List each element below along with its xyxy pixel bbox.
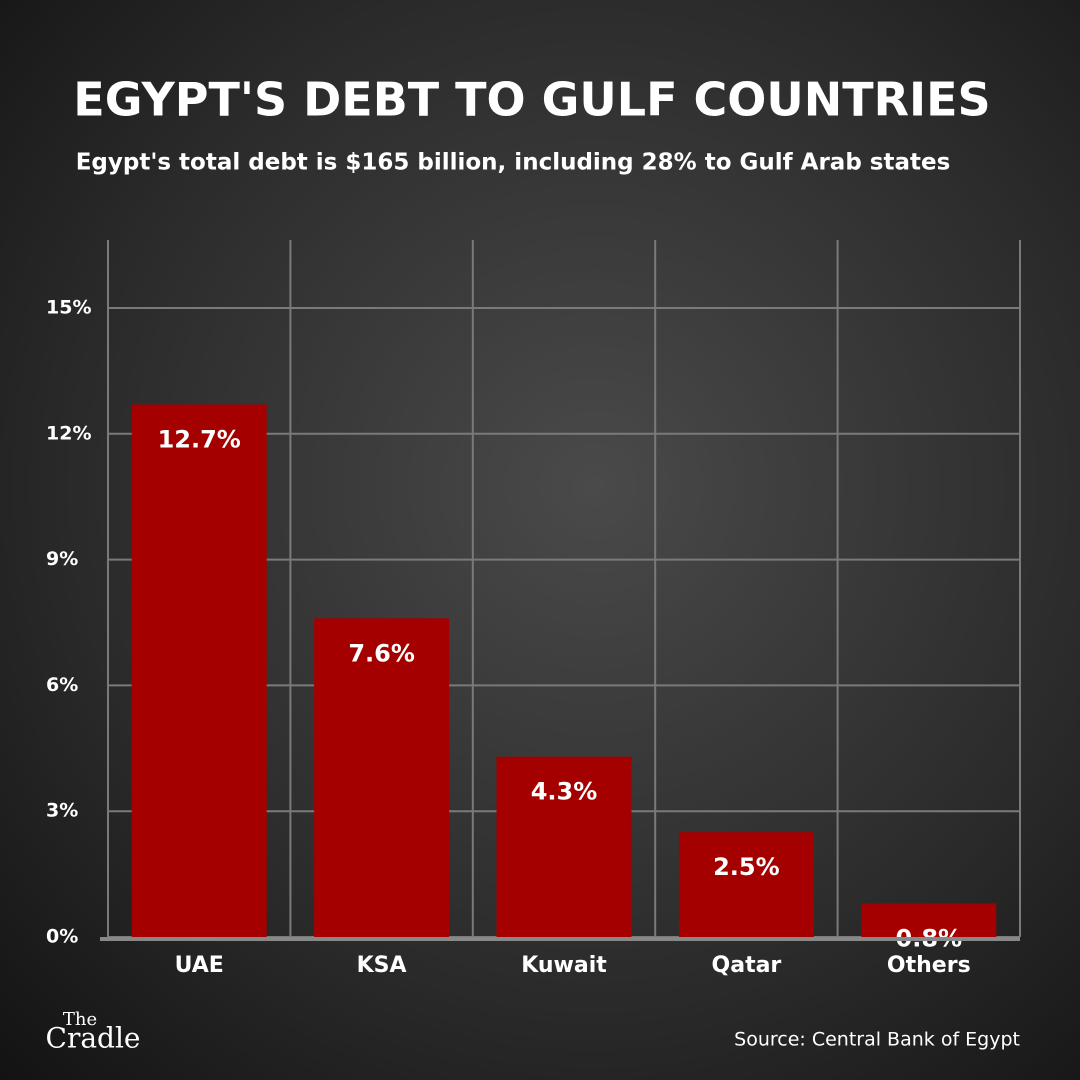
bar <box>678 832 814 937</box>
x-tick-label: KSA <box>357 953 407 978</box>
x-tick-label: Qatar <box>712 953 782 978</box>
bar <box>131 404 267 937</box>
logo-line1: The <box>63 1009 97 1030</box>
chart-subtitle: Egypt's total debt is $165 billion, incl… <box>76 150 951 176</box>
x-tick-label: Others <box>887 953 971 978</box>
value-label: 7.6% <box>348 639 415 667</box>
source: Source: Central Bank of Egypt <box>734 1029 1020 1051</box>
y-tick-label: 3% <box>46 800 78 822</box>
value-label: 2.5% <box>713 853 780 881</box>
x-tick-label: Kuwait <box>521 953 607 978</box>
bar <box>496 756 632 937</box>
y-tick-label: 9% <box>46 548 78 570</box>
logo-line2: Cradle <box>46 1022 141 1055</box>
value-label: 12.7% <box>158 425 241 453</box>
value-label: 4.3% <box>531 778 598 806</box>
y-tick-label: 12% <box>46 422 91 444</box>
bar <box>861 903 997 937</box>
y-tick-label: 0% <box>46 926 78 948</box>
bar <box>314 618 450 937</box>
y-tick-label: 15% <box>46 297 91 319</box>
y-tick-label: 6% <box>46 674 78 696</box>
chart-title: EGYPT'S DEBT TO GULF COUNTRIES <box>73 73 990 127</box>
x-tick-label: UAE <box>175 953 224 978</box>
